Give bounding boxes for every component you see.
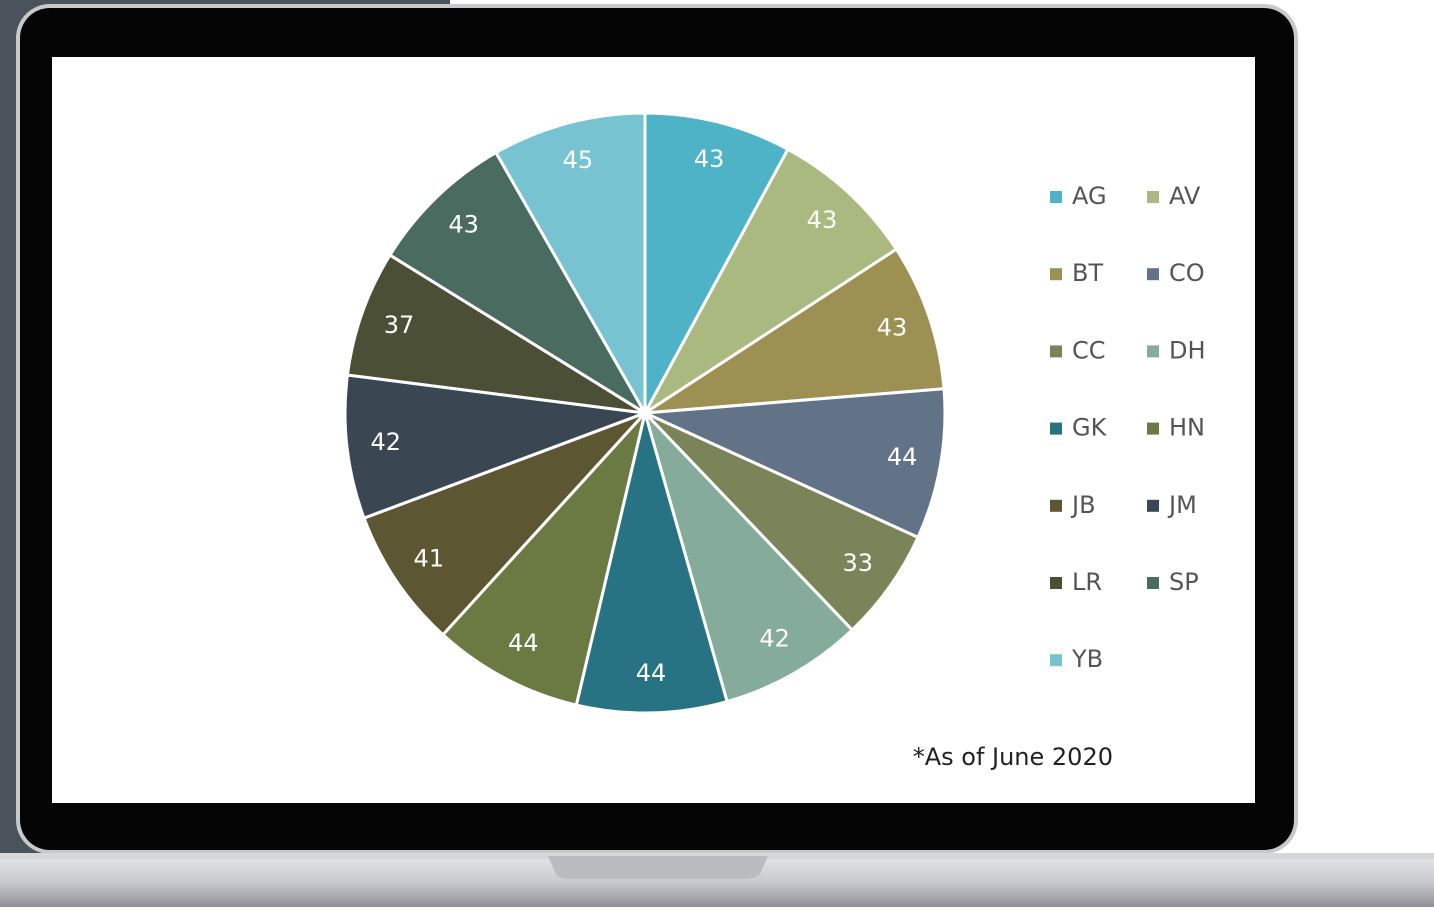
data-label: 43 (694, 145, 725, 173)
legend-swatch (1050, 191, 1062, 203)
data-label: 43 (448, 210, 479, 238)
legend-label: AG (1072, 182, 1107, 210)
legend-swatch (1050, 654, 1062, 667)
pie-slice (643, 147, 899, 415)
chart: 43 43 43 44 33 42 44 44 41 42 37 43 45 AG AV BT CO CC DH GK… (343, 111, 1206, 715)
data-label: 44 (887, 443, 918, 471)
pie-slice (574, 407, 729, 715)
legend-label: BT (1072, 259, 1103, 287)
data-label: 37 (384, 311, 415, 339)
legend-swatch (1050, 499, 1062, 512)
legend-swatch (1147, 577, 1159, 589)
legend-swatch (1147, 268, 1159, 281)
legend-swatch (1050, 577, 1062, 589)
legend-label: GK (1072, 414, 1108, 442)
legend-swatch (1147, 499, 1159, 512)
legend-swatch (1147, 345, 1159, 358)
data-label: 43 (807, 206, 838, 234)
legend-swatch (1147, 191, 1159, 203)
pie-slice (440, 407, 648, 707)
legend-label: JM (1167, 491, 1197, 519)
data-label: 33 (842, 549, 873, 577)
data-label: 44 (636, 659, 667, 687)
legend-label: SP (1169, 568, 1199, 596)
pie-slice (639, 387, 947, 540)
data-label: 43 (877, 314, 908, 342)
data-label: 42 (370, 428, 401, 456)
legend-label: DH (1169, 336, 1206, 364)
data-label: 44 (508, 629, 539, 657)
legend-swatch (1050, 422, 1062, 435)
legend-label: CC (1072, 336, 1106, 364)
pie-slice (387, 150, 647, 415)
laptop-notch (548, 856, 768, 879)
pie-slice (643, 411, 855, 704)
legend-swatch (1147, 422, 1159, 435)
pie-slice (644, 247, 946, 415)
legend-label: YB (1071, 645, 1103, 673)
annotation: *As of June 2020 (913, 743, 1113, 771)
legend-swatch (1050, 345, 1062, 358)
data-label: 45 (563, 146, 594, 174)
pie-slice (362, 411, 647, 637)
legend-label: JB (1070, 491, 1096, 519)
legend-label: CO (1169, 259, 1205, 287)
pie-slice (343, 373, 646, 521)
legend-swatch (1050, 268, 1062, 281)
legend-label: LR (1072, 568, 1102, 596)
pie-slice (643, 111, 790, 414)
data-label: 41 (414, 544, 445, 572)
pie-slice (493, 111, 647, 419)
legend-label: HN (1169, 414, 1205, 442)
data-label: 42 (759, 625, 790, 653)
pie-slice (345, 253, 646, 415)
legend-label: AV (1169, 182, 1201, 210)
